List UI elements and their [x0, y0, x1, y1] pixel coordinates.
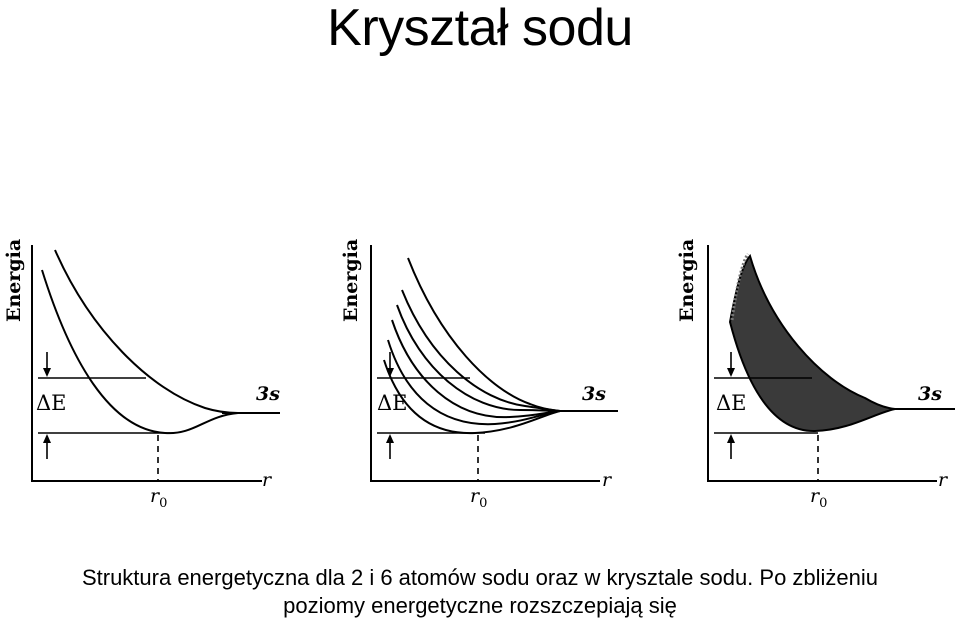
- panel-1-lower-curve: [41, 269, 239, 435]
- panel-crystal: Energia ΔE 3s r r0: [676, 239, 955, 511]
- panel-1-arrowhead-up: [43, 434, 51, 443]
- energy-diagrams: Energia ΔE 3s r r0 Energia: [3, 239, 955, 511]
- panel-2-level-label: 3s: [582, 383, 606, 405]
- panel-3-band-edge-dotted: [730, 253, 750, 321]
- panel-3-r0-label: r0: [810, 485, 827, 511]
- slide-title: Kryształ sodu: [327, 0, 633, 57]
- caption-line-1: Struktura energetyczna dla 2 i 6 atomów …: [81, 565, 879, 590]
- panel-2-arrowhead-up: [386, 434, 394, 443]
- panel-6-atoms: Energia ΔE 3s r r0: [340, 239, 618, 511]
- panel-2-curve-1: [407, 257, 561, 412]
- panel-3-arrowhead-up: [727, 434, 735, 443]
- energy-level-figure: Energia ΔE 3s r r0 Energia: [0, 230, 960, 530]
- panel-2-curve-4: [391, 319, 561, 419]
- panel-2-arrowhead-down: [386, 368, 394, 377]
- panel-2-delta-e: ΔE: [377, 391, 408, 415]
- panel-1-upper-curve: [54, 249, 239, 414]
- panel-1-delta-e: ΔE: [36, 391, 67, 415]
- panel-2-ylabel: Energia: [340, 239, 362, 322]
- panel-2-r-label: r: [602, 469, 613, 491]
- panel-3-energy-band: [728, 253, 896, 433]
- panel-3-ylabel: Energia: [676, 239, 698, 322]
- panel-2-curve-2: [401, 289, 561, 412]
- panel-2-r0-label: r0: [470, 485, 487, 511]
- panel-1-level-label: 3s: [256, 383, 280, 405]
- panel-2-curve-3: [396, 304, 561, 412]
- panel-3-arrowhead-down: [727, 368, 735, 377]
- panel-1-ylabel: Energia: [3, 239, 25, 322]
- panel-3-r-label: r: [938, 469, 949, 491]
- caption: Struktura energetyczna dla 2 i 6 atomów …: [20, 564, 940, 620]
- panel-3-level-label: 3s: [918, 383, 942, 405]
- panel-1-arrowhead-down: [43, 368, 51, 377]
- panel-3-delta-e: ΔE: [716, 391, 747, 415]
- panel-1-r-label: r: [262, 469, 273, 491]
- panel-2-atoms: Energia ΔE 3s r r0: [3, 239, 280, 511]
- panel-1-r0-label: r0: [150, 485, 167, 511]
- caption-line-2: poziomy energetyczne rozszczepiają się: [283, 593, 677, 618]
